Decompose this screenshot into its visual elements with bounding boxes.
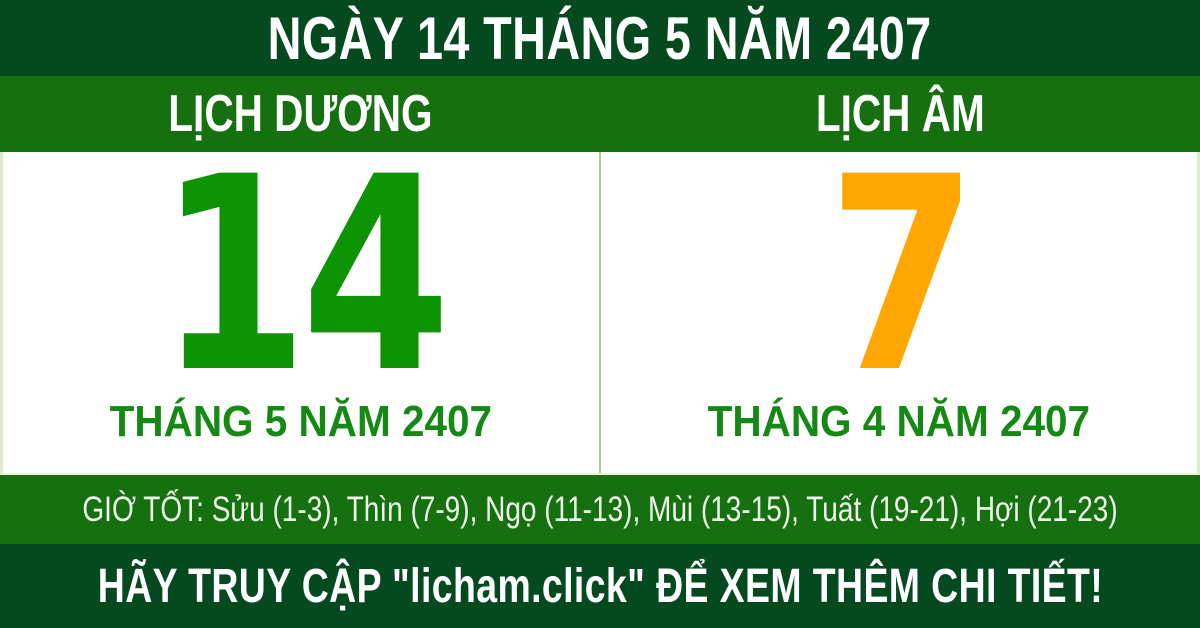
calendar-type-row: LỊCH DƯƠNG LỊCH ÂM [0,76,1200,152]
footer-cta: HÃY TRUY CẬP "licham.click" ĐỂ XEM THÊM … [0,544,1200,628]
lunar-calendar-heading: LỊCH ÂM [600,76,1200,152]
solar-day-number: 14 [158,120,450,432]
good-hours-label: GIỜ TỐT: [82,489,204,529]
solar-month-label: THÁNG 5 NĂM 2407 [109,397,493,446]
good-hours-bar: GIỜ TỐT: Sửu (1-3), Thìn (7-9), Ngọ (11-… [0,475,1200,544]
footer-cta-text: HÃY TRUY CẬP "licham.click" ĐỂ XEM THÊM … [97,559,1103,613]
column-divider [599,152,601,473]
solar-calendar-heading: LỊCH DƯƠNG [0,76,600,152]
solar-heading-label: LỊCH DƯƠNG [167,85,433,143]
solar-panel: 14 THÁNG 5 NĂM 2407 [3,120,599,473]
lunar-month-label: THÁNG 4 NĂM 2407 [707,397,1091,446]
lunar-panel: 7 THÁNG 4 NĂM 2407 [601,120,1197,473]
good-hours-list: Sửu (1-3), Thìn (7-9), Ngọ (11-13), Mùi … [211,489,1118,529]
calendar-body: 14 THÁNG 5 NĂM 2407 7 THÁNG 4 NĂM 2407 [0,120,1200,475]
date-header-title: NGÀY 14 THÁNG 5 NĂM 2407 [268,4,932,72]
lunar-day-number: 7 [827,120,977,432]
date-header: NGÀY 14 THÁNG 5 NĂM 2407 [0,0,1200,76]
lunar-heading-label: LỊCH ÂM [815,85,985,143]
good-hours-text: GIỜ TỐT: Sửu (1-3), Thìn (7-9), Ngọ (11-… [82,490,1117,530]
